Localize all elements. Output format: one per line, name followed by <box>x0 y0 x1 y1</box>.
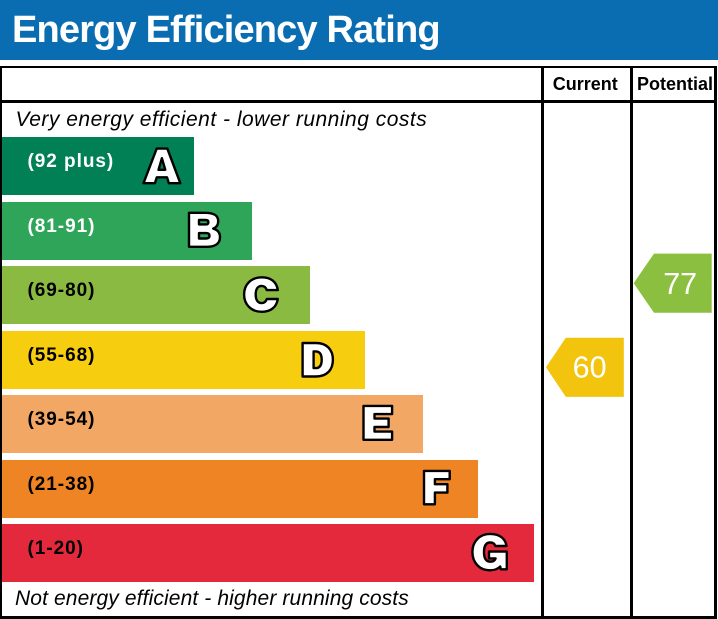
svg-text:60: 60 <box>573 351 607 385</box>
svg-text:77: 77 <box>663 267 697 301</box>
